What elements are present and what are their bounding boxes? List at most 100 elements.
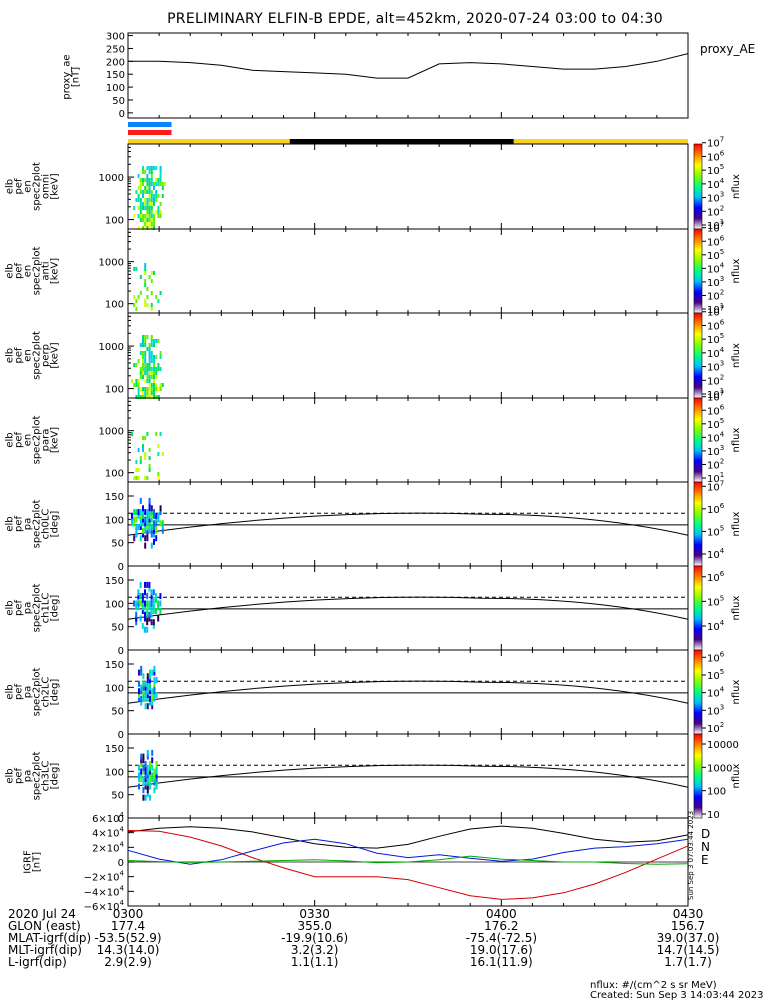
ylabel-line: pef (14, 684, 25, 701)
y-tick-label: 300 (106, 32, 125, 43)
pa-pixel (159, 520, 162, 527)
pa-pixel (146, 600, 149, 607)
pa-pixel (146, 619, 149, 626)
colorbar-tick-exponent: 1 (720, 218, 724, 226)
pa-pixel (153, 520, 155, 527)
spectrogram-pixel (142, 355, 144, 359)
colorbar-tick-exponent: 1 (720, 302, 724, 310)
science-zone-bar (128, 130, 172, 135)
y-tick-label: 100 (106, 83, 125, 94)
pa-pixel (139, 600, 142, 607)
pa-pixel (144, 527, 147, 534)
ylabel-line: omni (41, 174, 52, 199)
spectrogram-pixel (139, 460, 142, 464)
pa-pixel (148, 524, 151, 530)
ylabel-line: en (23, 434, 34, 447)
spectrogram-pixel (148, 198, 151, 202)
colorbar (693, 312, 703, 399)
spectrogram-pixel (139, 375, 142, 379)
spectrogram-pixel (150, 375, 153, 379)
ylabel-line: elb (5, 600, 16, 615)
ephemeris-value: 0430 (673, 907, 704, 921)
spectrogram-pixel (159, 202, 162, 206)
pa-pixel (146, 692, 149, 698)
pa-pixel (135, 524, 138, 530)
pa-pixel (150, 600, 153, 607)
spectrogram-pixel (144, 222, 147, 226)
colorbar-tick-label: 104 (707, 686, 725, 700)
spectrogram-pixel (161, 194, 164, 198)
spectrogram-pixel (148, 166, 151, 170)
spectrogram-pixel (157, 214, 160, 218)
ylabel-line: ch0LC (41, 509, 52, 540)
pa-pixel (135, 611, 138, 618)
pa-pixel (155, 692, 158, 698)
pa-pixel (144, 772, 147, 779)
pa-pixel (140, 768, 143, 775)
igrf-line-d (127, 830, 689, 900)
pa-pixel (153, 688, 156, 695)
spectrogram-pixel (148, 343, 151, 347)
spectrogram-pixel (153, 371, 155, 375)
igrf-legend: D (701, 827, 710, 841)
y-tick-label: 50 (111, 791, 124, 802)
pa-pixel (152, 619, 155, 626)
spectrogram-pixel (135, 307, 138, 311)
colorbar-tick-exponent: 6 (720, 149, 725, 157)
pa-pixel (159, 593, 162, 600)
pa-pixel (144, 600, 146, 607)
colorbar-tick-label: 107 (707, 136, 724, 150)
pa-pixel (131, 512, 133, 519)
spectrogram-pixel (144, 283, 147, 287)
spectrogram-pixel (159, 214, 162, 218)
pa-pixel (146, 604, 149, 611)
pa-pixel (135, 531, 138, 538)
spectrogram-pixel (148, 202, 151, 206)
pa-pixel (148, 497, 151, 504)
spectrogram-pixel (146, 186, 149, 190)
y-tick-label: 150 (106, 70, 125, 81)
spectrogram-pixel (139, 456, 142, 460)
colorbar-tick-exponent: 5 (720, 668, 724, 676)
spectrogram-pixel (139, 371, 142, 375)
spectrogram-pixel (159, 182, 162, 186)
spec-ylabel: elbpefenspec2plotomni[keV] (5, 162, 61, 211)
pa-pixel (142, 753, 145, 760)
pa-ylabel: elbpefpaspec2plotch2LC[deg] (5, 668, 61, 717)
pa-pixel (146, 703, 149, 710)
pa-pixel (142, 764, 145, 771)
pa-pixel (146, 764, 149, 771)
spectrogram-pixel (135, 476, 138, 480)
solid-curve (127, 680, 689, 704)
pa-pixel (155, 520, 158, 527)
pa-pixel (151, 764, 154, 771)
pa-pixel (140, 688, 143, 695)
ylabel-line: pa (23, 686, 34, 698)
pa-pixel (150, 589, 153, 596)
pa-pixel (146, 790, 149, 797)
ephemeris-value: 0300 (113, 907, 144, 921)
igrf-line-total (127, 825, 689, 849)
pa-pixel (142, 695, 145, 702)
proxy-ae-legend: proxy_AE (700, 42, 755, 56)
pa-pixel (150, 512, 153, 519)
pa-pixel (139, 615, 142, 622)
spectrogram-pixel (142, 391, 144, 395)
ephemeris-value: 16.1(11.9) (470, 955, 533, 969)
spectrogram-pixel (150, 214, 153, 218)
pa-pixel (131, 520, 133, 527)
colorbar-tick-label: 104 (707, 177, 725, 191)
pa-pixel (149, 684, 151, 691)
spectrogram-pixel (157, 476, 160, 480)
ephemeris-value: 14.3(14.0) (97, 943, 160, 957)
y-tick-label: 200 (106, 57, 125, 68)
ylabel-line: perp (41, 344, 52, 367)
spectrogram-pixel (146, 214, 149, 218)
pa-pixel (150, 509, 153, 516)
spectrogram-pixel (155, 190, 158, 194)
pa-pixel (144, 581, 146, 588)
spectrogram-pixel (148, 210, 151, 214)
ylabel-line: anti (41, 261, 52, 280)
y-tick-label: 1000 (99, 258, 124, 269)
spectrogram-pixel (150, 210, 153, 214)
